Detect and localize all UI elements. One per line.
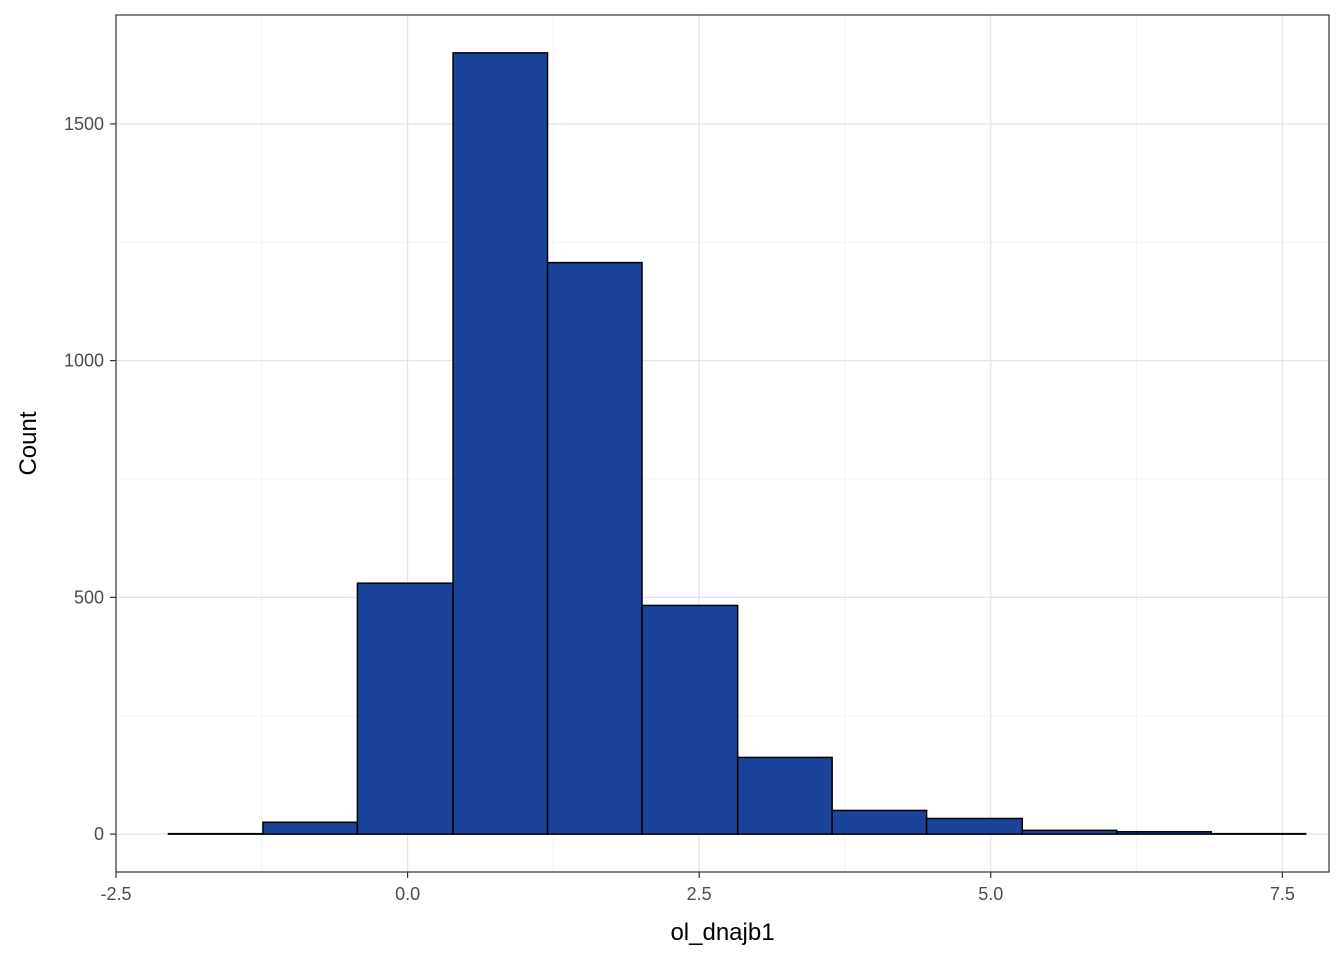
- y-axis-title: Count: [15, 411, 42, 475]
- y-tick-label: 1500: [64, 114, 104, 134]
- x-tick-label: -2.5: [100, 884, 131, 904]
- histogram-bar-9: [925, 817, 1024, 835]
- axes: -2.5 0.0 2.5 5.0 7.5 0 500 1000 1500: [64, 114, 1295, 904]
- histogram-bar-4: [452, 52, 549, 835]
- y-tick-label: 1000: [64, 351, 104, 371]
- histogram-bar-3: [356, 582, 454, 835]
- histogram-bar-2: [262, 821, 359, 835]
- histogram-bar-8: [831, 809, 928, 835]
- bars: [167, 52, 1307, 835]
- x-tick-label: 5.0: [978, 884, 1003, 904]
- x-axis-title: ol_dnajb1: [670, 919, 774, 946]
- histogram-bar-10: [1021, 829, 1118, 835]
- y-tick-label: 500: [74, 587, 104, 607]
- panel-border: [115, 14, 1330, 873]
- histogram-bar-11: [1115, 831, 1212, 835]
- x-tick-label: 0.0: [395, 884, 420, 904]
- x-tick-label: 2.5: [687, 884, 712, 904]
- histogram-bar-6: [641, 604, 739, 835]
- histogram-bar-7: [736, 756, 833, 835]
- histogram-bar-5: [546, 261, 643, 835]
- y-tick-label: 0: [94, 824, 104, 844]
- x-tick-label: 7.5: [1270, 884, 1295, 904]
